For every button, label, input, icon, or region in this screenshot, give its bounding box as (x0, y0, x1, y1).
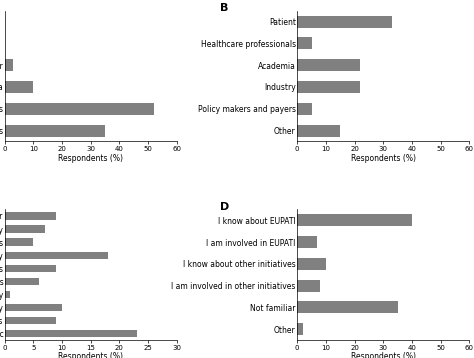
Bar (297, 81, 360, 93)
Bar (5, 226, 45, 233)
Bar (297, 103, 311, 115)
Bar (5, 291, 10, 298)
Bar (5, 304, 62, 311)
Text: B: B (220, 3, 228, 13)
Bar (297, 214, 412, 226)
X-axis label: Respondents (%): Respondents (%) (351, 352, 416, 358)
Text: D: D (220, 202, 229, 212)
Bar (5, 278, 39, 285)
Bar (297, 236, 317, 248)
Bar (5, 125, 105, 136)
Bar (5, 252, 108, 259)
X-axis label: Respondents (%): Respondents (%) (58, 352, 123, 358)
X-axis label: Respondents (%): Respondents (%) (58, 154, 123, 163)
Bar (297, 280, 320, 292)
Bar (297, 38, 311, 49)
Bar (5, 103, 154, 115)
Bar (297, 258, 326, 270)
Bar (5, 265, 56, 272)
Bar (297, 323, 303, 335)
Bar (5, 212, 56, 219)
Bar (5, 238, 33, 246)
Bar (5, 59, 13, 71)
Bar (297, 125, 340, 136)
Bar (297, 59, 360, 71)
Bar (5, 81, 33, 93)
X-axis label: Respondents (%): Respondents (%) (351, 154, 416, 163)
Bar (297, 301, 398, 313)
Bar (5, 317, 56, 324)
Bar (297, 16, 392, 28)
Bar (5, 330, 137, 337)
